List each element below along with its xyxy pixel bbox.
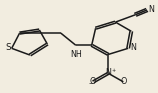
Text: N: N: [105, 68, 111, 77]
Text: +: +: [111, 68, 115, 73]
Text: −: −: [88, 82, 92, 87]
Text: N: N: [148, 5, 154, 14]
Text: O: O: [89, 77, 96, 86]
Text: O: O: [121, 77, 127, 86]
Text: N: N: [131, 43, 136, 52]
Text: NH: NH: [70, 50, 82, 59]
Text: S: S: [5, 43, 11, 52]
